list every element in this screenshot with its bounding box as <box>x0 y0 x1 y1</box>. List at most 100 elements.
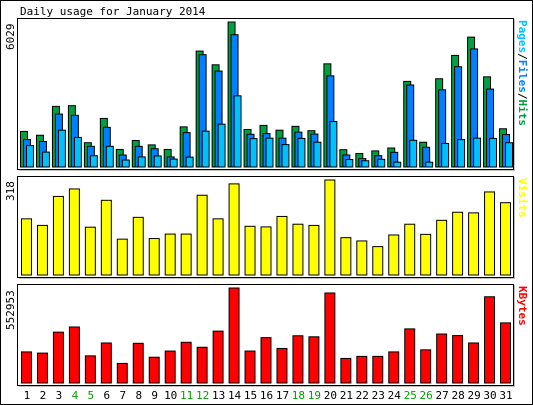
x-tick-label-19: 19 <box>308 389 321 402</box>
visits-bar-visits-day-9 <box>148 238 160 276</box>
hits-bar-pages-day-7 <box>121 159 130 168</box>
hits-bar-pages-day-6 <box>105 145 114 168</box>
kbytes-bar-kbytes-day-28 <box>452 335 464 384</box>
x-tick-label-15: 15 <box>244 389 257 402</box>
visits-bar-visits-day-31 <box>500 202 511 276</box>
kbytes-bar-kbytes-day-11 <box>180 341 192 384</box>
visits-bar-visits-day-23 <box>372 246 384 276</box>
x-tick-label-17: 17 <box>276 389 289 402</box>
visits-bar-visits-day-20 <box>324 179 336 276</box>
kbytes-bar-kbytes-day-6 <box>100 342 112 384</box>
hits-bar-pages-day-1 <box>26 145 34 168</box>
kbytes-bar-kbytes-day-9 <box>148 356 160 384</box>
hits-bar-pages-day-5 <box>89 155 98 168</box>
kbytes-bar-kbytes-day-21 <box>340 357 352 384</box>
kbytes-bar-kbytes-day-24 <box>388 351 400 384</box>
visits-bar-visits-day-11 <box>180 233 192 276</box>
kbytes-bar-kbytes-day-17 <box>276 347 288 384</box>
visits-bar-visits-day-21 <box>340 237 352 276</box>
hits-bar-pages-day-18 <box>297 137 306 168</box>
visits-bar-visits-day-16 <box>260 226 272 276</box>
x-tick-label-30: 30 <box>483 389 496 402</box>
x-tick-label-13: 13 <box>212 389 225 402</box>
visits-legend: Visits <box>516 178 529 218</box>
visits-bar-visits-day-3 <box>52 195 64 276</box>
x-tick-label-24: 24 <box>388 389 402 402</box>
kbytes-bar-kbytes-day-14 <box>228 287 240 384</box>
hits-bar-pages-day-26 <box>425 161 434 168</box>
visits-bar-visits-day-5 <box>84 226 96 276</box>
chart-title: Daily usage for January 2014 <box>20 5 206 18</box>
x-tick-label-18: 18 <box>292 389 305 402</box>
hits-max-label: 6029 <box>4 24 17 51</box>
hits-bar-pages-day-25 <box>409 139 418 168</box>
visits-bar-visits-day-29 <box>468 212 480 276</box>
kbytes-bar-kbytes-day-30 <box>484 296 496 384</box>
visits-bar-visits-day-12 <box>196 194 208 276</box>
hits-legend-0: Pages <box>516 20 529 53</box>
visits-bar-visits-day-10 <box>164 233 176 276</box>
visits-bar-visits-day-4 <box>68 188 80 276</box>
hits-bar-pages-day-11 <box>185 156 194 168</box>
x-tick-label-3: 3 <box>56 389 63 402</box>
hits-bar-pages-day-31 <box>505 142 513 168</box>
kbytes-bar-kbytes-day-29 <box>468 342 480 384</box>
hits-bar-pages-day-8 <box>137 156 146 168</box>
hits-bar-pages-day-9 <box>153 155 162 168</box>
kbytes-bar-kbytes-day-22 <box>356 355 368 384</box>
kbytes-legend-0: KBytes <box>516 286 529 326</box>
visits-bar-visits-day-17 <box>276 215 288 276</box>
x-tick-label-26: 26 <box>420 389 433 402</box>
hits-legend: Pages/Files/Hits <box>516 20 529 126</box>
kbytes-bar-kbytes-day-18 <box>292 335 304 384</box>
visits-bar-visits-day-15 <box>244 225 256 276</box>
x-tick-label-20: 20 <box>324 389 337 402</box>
hits-bar-pages-day-24 <box>393 161 402 168</box>
visits-max-label: 318 <box>4 181 17 201</box>
hits-bar-pages-day-12 <box>201 130 210 168</box>
visits-bar-visits-day-14 <box>228 183 240 276</box>
kbytes-bar-kbytes-day-25 <box>404 328 416 384</box>
visits-bar-visits-day-25 <box>404 223 416 276</box>
hits-bar-pages-day-20 <box>329 121 338 168</box>
kbytes-bar-kbytes-day-16 <box>260 337 272 384</box>
hits-legend-2: Files <box>516 60 529 93</box>
kbytes-bar-kbytes-day-5 <box>84 355 96 384</box>
x-tick-label-27: 27 <box>436 389 449 402</box>
visits-bar-visits-day-2 <box>36 224 48 276</box>
kbytes-bar-kbytes-day-2 <box>36 352 48 384</box>
visits-bar-visits-day-19 <box>308 224 320 276</box>
visits-bar-visits-day-26 <box>420 233 432 276</box>
kbytes-max-label: 552953 <box>4 290 17 330</box>
hits-bar-pages-day-29 <box>473 137 482 168</box>
hits-bar-pages-day-23 <box>377 158 386 168</box>
hits-bar-pages-day-14 <box>233 95 242 168</box>
visits-bar-visits-day-27 <box>436 219 448 276</box>
x-tick-label-1: 1 <box>24 389 31 402</box>
visits-bar-visits-day-24 <box>388 234 400 276</box>
kbytes-bar-kbytes-day-26 <box>420 349 432 384</box>
x-tick-label-6: 6 <box>104 389 111 402</box>
hits-bar-pages-day-30 <box>489 137 498 168</box>
x-tick-label-8: 8 <box>135 389 142 402</box>
hits-bar-pages-day-27 <box>441 142 450 168</box>
x-tick-label-4: 4 <box>72 389 79 402</box>
x-tick-label-25: 25 <box>404 389 417 402</box>
visits-legend-0: Visits <box>516 178 529 218</box>
visits-bar-visits-day-18 <box>292 223 304 276</box>
hits-bar-pages-day-15 <box>249 138 258 168</box>
x-tick-label-16: 16 <box>260 389 273 402</box>
kbytes-bar-kbytes-day-27 <box>436 333 448 384</box>
x-tick-label-10: 10 <box>164 389 177 402</box>
kbytes-bar-kbytes-day-3 <box>52 331 64 384</box>
kbytes-bar-kbytes-day-1 <box>21 351 32 384</box>
hits-legend-4: Hits <box>516 100 529 127</box>
x-tick-label-9: 9 <box>151 389 158 402</box>
x-tick-label-5: 5 <box>88 389 95 402</box>
x-tick-label-23: 23 <box>372 389 385 402</box>
x-tick-label-28: 28 <box>451 389 464 402</box>
visits-bar-visits-day-6 <box>100 199 112 276</box>
kbytes-bar-kbytes-day-10 <box>164 350 176 384</box>
